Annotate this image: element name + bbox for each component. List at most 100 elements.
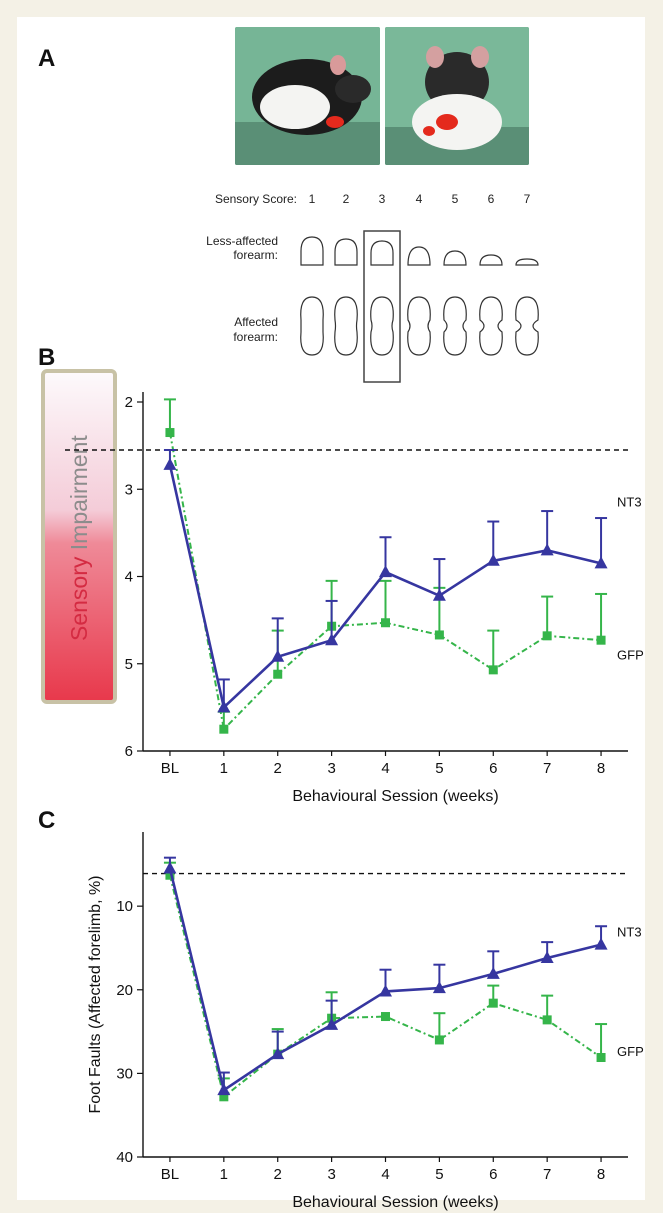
less-affected-shape-7 [515,258,539,266]
affected-shape-3 [370,296,394,356]
x-axis-title: Behavioural Session (weeks) [292,788,498,805]
impairment-gradient-bar [41,369,117,704]
gfp-series-label: GFP [617,1044,644,1059]
y-tick-label: 2 [125,394,133,411]
nt3-point [379,565,392,578]
x-tick-label: 3 [327,760,335,777]
gfp-point [434,630,444,640]
x-tick-label: 6 [489,760,497,777]
nt3-point [379,984,392,997]
sensory-score-3: 3 [379,192,386,206]
sensory-score-4: 4 [416,192,423,206]
affected-label-1: Affected [234,315,278,329]
nt3-point [163,457,177,470]
y-tick-label: 30 [116,1065,133,1082]
impairment-label: Sensory Impairment [66,435,92,641]
chart-c: 10 20 30 40 BL 1 2 3 4 5 6 7 8 Behavioural Session (w… [87,832,644,1211]
y-tick-label: 5 [125,656,133,673]
chart-b: 2 3 4 5 6 BL 1 2 3 4 5 6 7 8 Behavioural Session (week… [65,392,644,805]
nt3-series-label: NT3 [617,924,642,939]
less-affected-label-2: forearm: [233,248,278,262]
gfp-point [488,665,498,675]
nt3-point [432,981,446,994]
rat-photo-front [385,27,529,165]
affected-shape-6 [479,296,503,356]
gfp-point [381,618,390,628]
nt3-point [163,861,177,874]
gfp-point [273,669,283,679]
gfp-point [434,1035,444,1045]
nt3-point [432,588,446,601]
nt3-point [486,966,500,979]
sensory-score-6: 6 [488,192,495,206]
x-tick-label: 2 [274,1166,282,1183]
sensory-score-5: 5 [452,192,459,206]
x-tick-label: 8 [597,1166,605,1183]
x-tick-label: 1 [220,760,228,777]
rat-photo-side [235,27,380,165]
less-affected-shape-1 [300,236,324,266]
x-tick-label: 7 [543,1166,551,1183]
less-affected-shape-2 [334,238,358,266]
gfp-series-label: GFP [617,647,644,662]
sensory-score-schematic: Sensory Score: 1 2 3 4 5 6 7 Less-affected for… [206,192,539,383]
gfp-point [542,1015,552,1025]
x-tick-label: BL [161,760,179,777]
nt3-point [271,1047,285,1060]
gfp-point [219,724,229,734]
x-tick-label: 4 [381,760,389,777]
gfp-point [596,635,606,645]
y-tick-label: 20 [116,982,133,999]
nt3-point [540,543,554,556]
nt3-point [325,633,339,646]
gfp-point [219,1092,229,1102]
affected-label-2: forearm: [233,330,278,344]
sensory-score-7: 7 [524,192,531,206]
nt3-point [540,951,554,964]
sensory-score-1: 1 [309,192,316,206]
y-tick-label: 40 [116,1149,133,1166]
sensory-score-2: 2 [343,192,350,206]
less-affected-shape-5 [443,250,467,266]
gfp-point [165,428,175,438]
nt3-point [325,1017,339,1030]
nt3-series-label: NT3 [617,495,642,510]
figure-card: A Sensory Score: 1 2 3 4 5 6 7 Less-affected [17,17,645,1211]
y-tick-label: 10 [116,898,133,915]
x-tick-label: 5 [435,1166,443,1183]
highlight-box [363,230,401,383]
y-tick-label: 3 [125,481,133,498]
x-tick-label: 7 [543,760,551,777]
panel-label-c: C [38,807,56,834]
gfp-point [381,1012,390,1022]
nt3-point [217,1083,231,1096]
x-tick-label: 6 [489,1166,497,1183]
x-axis-title: Behavioural Session (weeks) [292,1194,498,1211]
x-tick-label: BL [161,1166,179,1183]
affected-shape-5 [443,296,467,356]
panel-label-a: A [38,45,56,72]
affected-shape-1 [300,296,324,356]
nt3-point [217,700,231,713]
less-affected-shape-6 [479,254,503,266]
less-affected-label-1: Less-affected [206,234,278,248]
gfp-point [542,631,552,641]
y-tick-label: 6 [125,743,133,760]
nt3-point [271,649,285,662]
panel-label-b: B [38,344,56,371]
x-tick-label: 1 [220,1166,228,1183]
y-tick-label: 4 [125,569,133,586]
gfp-point [596,1053,606,1063]
x-tick-label: 8 [597,760,605,777]
gfp-point [488,998,498,1008]
affected-shape-2 [334,296,358,356]
affected-shape-4 [407,296,431,356]
nt3-point [486,553,500,566]
sensory-score-label: Sensory Score: [215,192,297,206]
nt3-point [594,556,608,569]
nt3-point [594,937,608,950]
gfp-point [165,870,175,880]
affected-shape-7 [515,296,539,356]
x-tick-label: 4 [381,1166,389,1183]
x-tick-label: 3 [327,1166,335,1183]
